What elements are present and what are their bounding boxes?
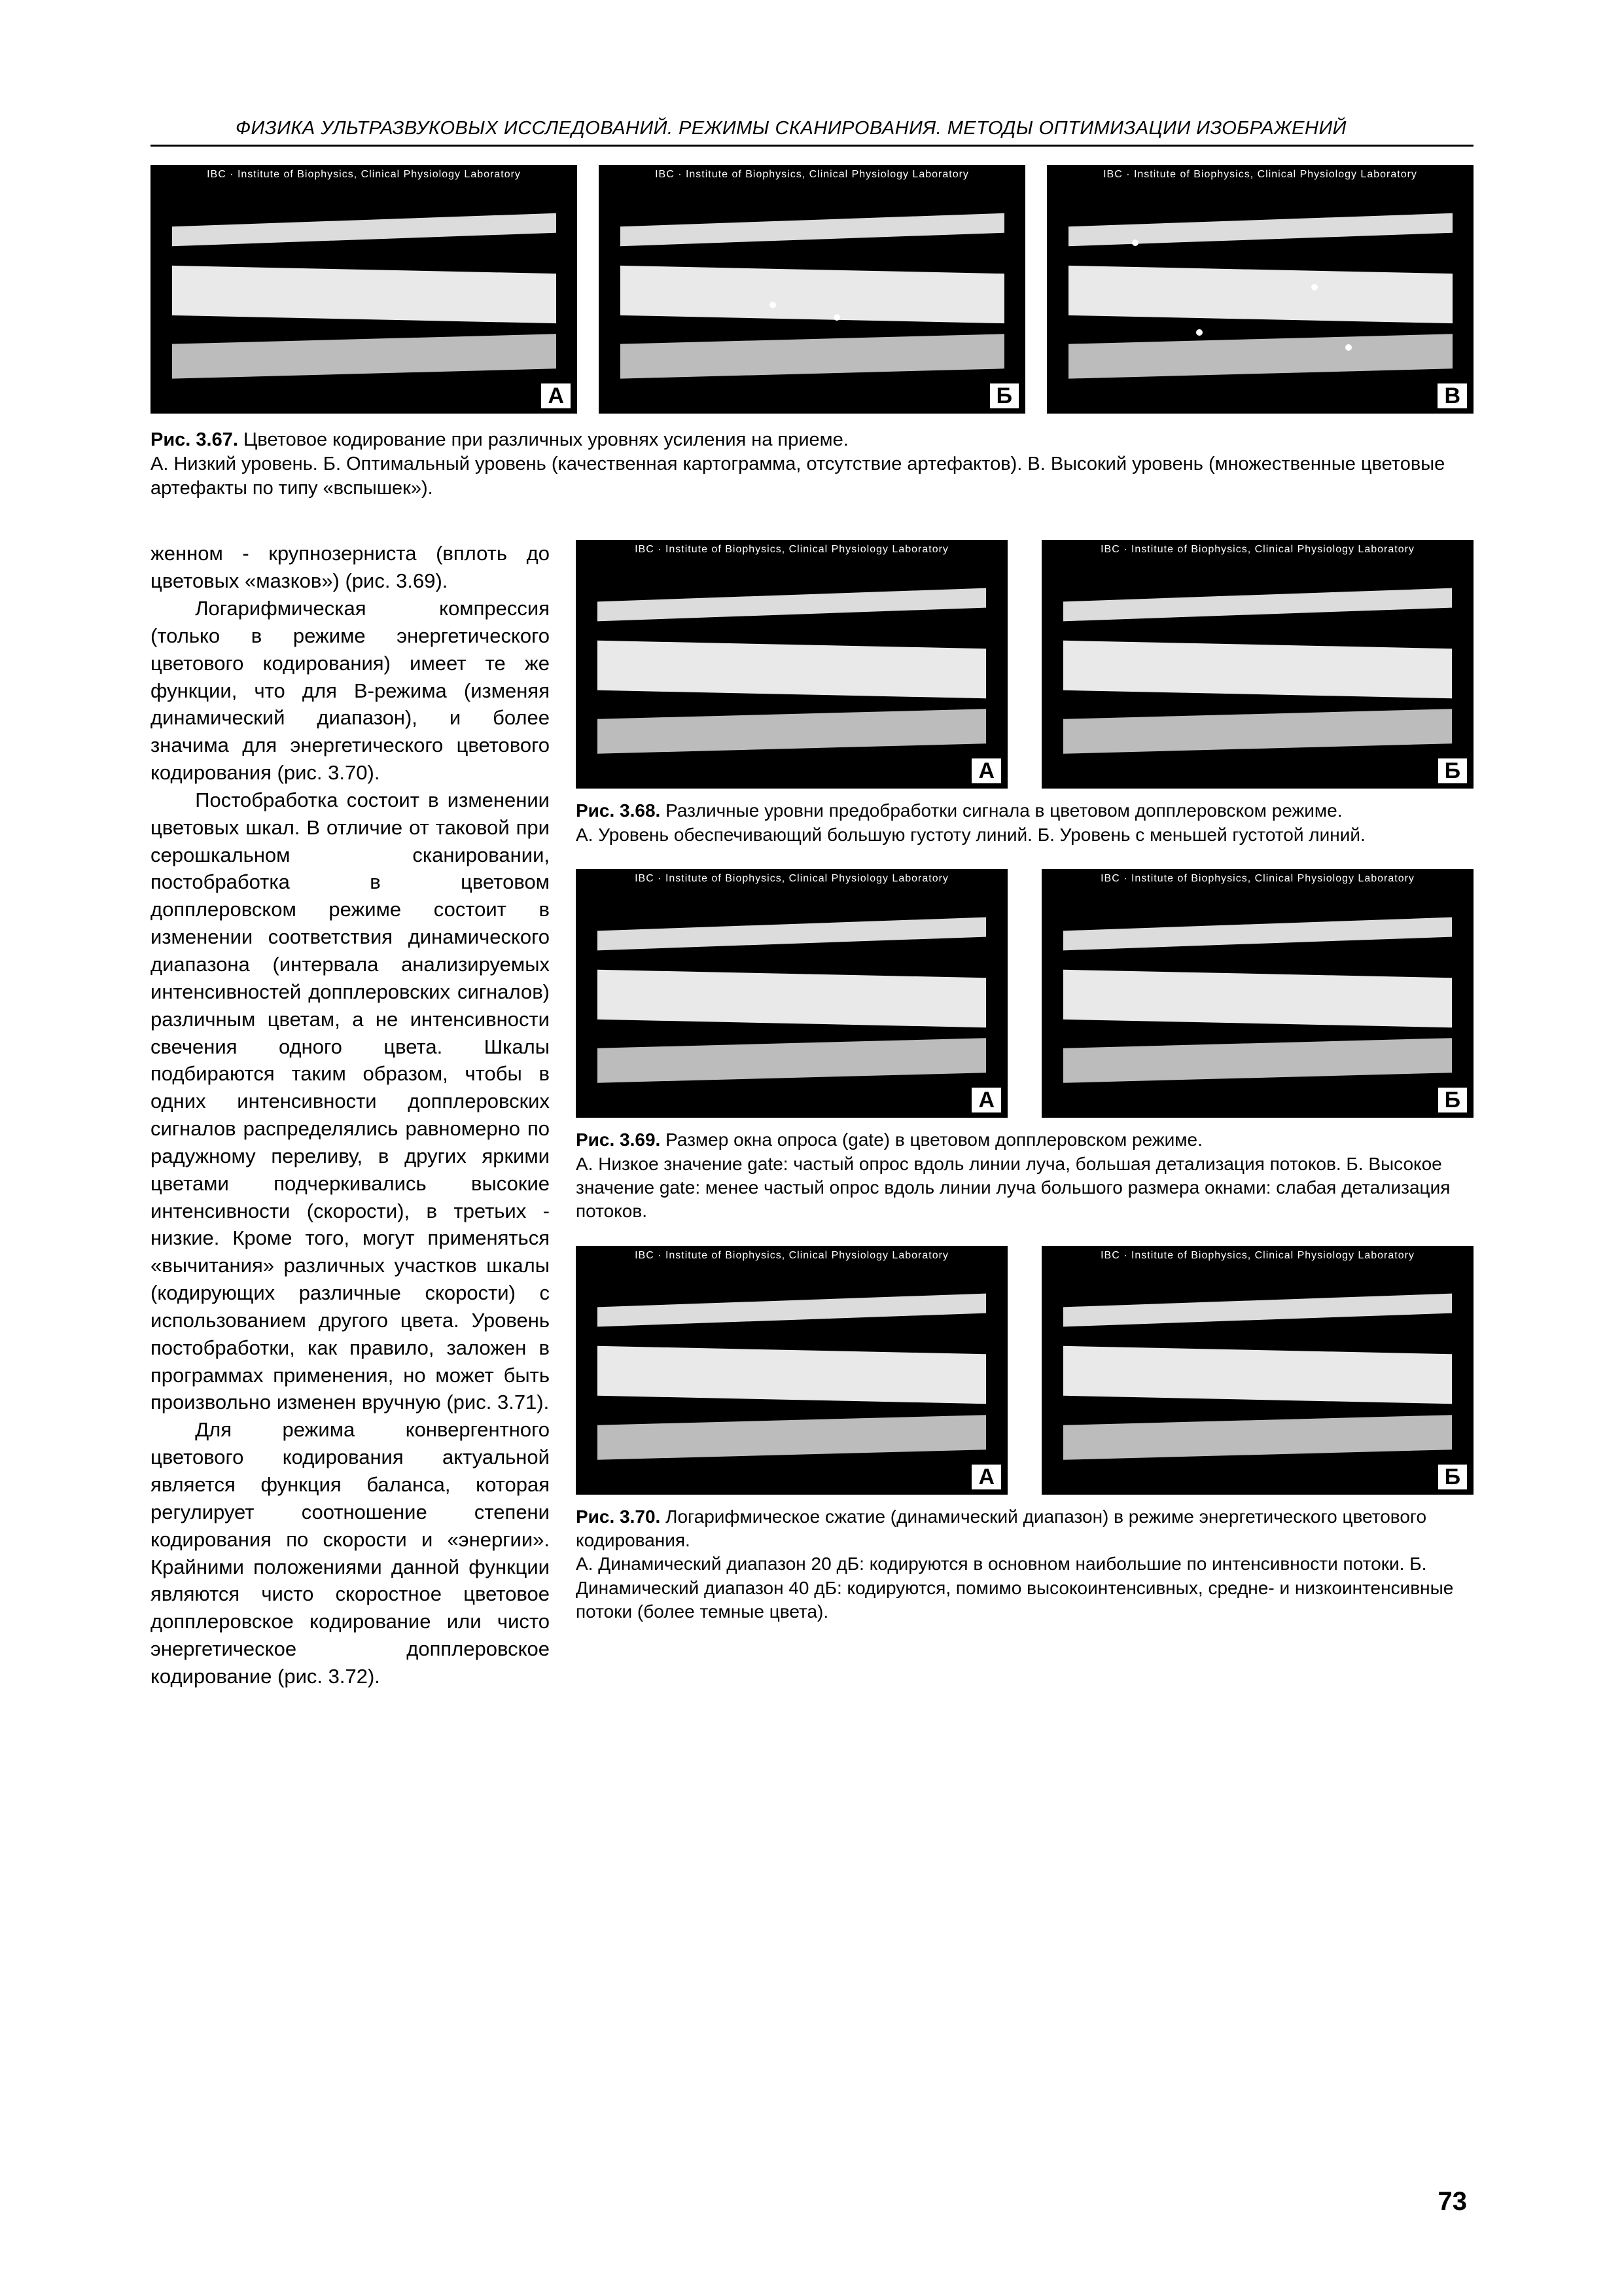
panel-letter: Б (1438, 758, 1467, 783)
caption-text: А. Низкий уровень. Б. Оптимальный уровен… (150, 454, 1445, 499)
fig-3-69: IBC · Institute of Biophysics, Clinical … (576, 869, 1474, 1224)
body-text-column: женном - крупнозерниста (вплоть до цвето… (150, 540, 550, 1690)
paragraph: Для режима конвергентного цветового коди… (150, 1416, 550, 1690)
fig-label: Рис. 3.68. (576, 800, 660, 821)
fig-3-69-panel-a: IBC · Institute of Biophysics, Clinical … (576, 869, 1008, 1118)
fig-3-67-caption: Рис. 3.67. Цветовое кодирование при разл… (150, 428, 1474, 501)
fig-3-69-panel-b: IBC · Institute of Biophysics, Clinical … (1042, 869, 1474, 1118)
header-rule (150, 145, 1474, 147)
fig-3-67-row: IBC · Institute of Biophysics, Clinical … (150, 165, 1474, 414)
panel-letter: Б (1438, 1465, 1467, 1489)
fig-3-67-panel-a: IBC · Institute of Biophysics, Clinical … (150, 165, 577, 414)
caption-text: Логарифмическое сжатие (динамический диа… (576, 1506, 1426, 1550)
body-grid: женном - крупнозерниста (вплоть до цвето… (150, 540, 1474, 1690)
panel-toplabel: IBC · Institute of Biophysics, Clinical … (207, 169, 521, 181)
panel-letter: А (541, 383, 571, 408)
fig-label: Рис. 3.70. (576, 1506, 660, 1527)
fig-3-70-panel-a: IBC · Institute of Biophysics, Clinical … (576, 1246, 1008, 1495)
fig-label: Рис. 3.69. (576, 1130, 660, 1150)
caption-text: А. Уровень обеспечивающий большую густот… (576, 825, 1366, 845)
caption-text: А. Динамический диапазон 20 дБ: кодируют… (576, 1554, 1453, 1622)
fig-3-68-panel-a: IBC · Institute of Biophysics, Clinical … (576, 540, 1008, 789)
panel-letter: Б (990, 383, 1019, 408)
paragraph: женном - крупнозерниста (вплоть до цвето… (150, 540, 550, 595)
fig-label: Рис. 3.67. (150, 429, 238, 450)
panel-toplabel: IBC · Institute of Biophysics, Clinical … (655, 169, 969, 181)
panel-toplabel: IBC · Institute of Biophysics, Clinical … (1103, 169, 1417, 181)
fig-3-70-panel-b: IBC · Institute of Biophysics, Clinical … (1042, 1246, 1474, 1495)
paragraph: Постобработка состоит в изменении цветов… (150, 787, 550, 1416)
panel-letter: Б (1438, 1088, 1467, 1112)
fig-3-70: IBC · Institute of Biophysics, Clinical … (576, 1246, 1474, 1624)
panel-toplabel: IBC · Institute of Biophysics, Clinical … (1101, 873, 1415, 885)
fig-3-68: IBC · Institute of Biophysics, Clinical … (576, 540, 1474, 847)
caption-text: Размер окна опроса (gate) в цветовом доп… (665, 1130, 1203, 1150)
fig-3-67-panel-b: IBC · Institute of Biophysics, Clinical … (599, 165, 1025, 414)
panel-letter: А (972, 1088, 1001, 1112)
panel-toplabel: IBC · Institute of Biophysics, Clinical … (1101, 1250, 1415, 1262)
paragraph: Логарифмическая компрессия (только в реж… (150, 595, 550, 787)
panel-letter: В (1438, 383, 1467, 408)
running-head: ФИЗИКА УЛЬТРАЗВУКОВЫХ ИССЛЕДОВАНИЙ. РЕЖИ… (236, 118, 1474, 139)
fig-3-68-panel-b: IBC · Institute of Biophysics, Clinical … (1042, 540, 1474, 789)
panel-toplabel: IBC · Institute of Biophysics, Clinical … (1101, 544, 1415, 556)
panel-toplabel: IBC · Institute of Biophysics, Clinical … (635, 544, 949, 556)
panel-toplabel: IBC · Institute of Biophysics, Clinical … (635, 1250, 949, 1262)
caption-text: Цветовое кодирование при различных уровн… (243, 429, 849, 450)
panel-letter: А (972, 1465, 1001, 1489)
panel-toplabel: IBC · Institute of Biophysics, Clinical … (635, 873, 949, 885)
fig-3-67-panel-c: IBC · Institute of Biophysics, Clinical … (1047, 165, 1474, 414)
panel-letter: А (972, 758, 1001, 783)
right-figure-column: IBC · Institute of Biophysics, Clinical … (576, 540, 1474, 1690)
page: ФИЗИКА УЛЬТРАЗВУКОВЫХ ИССЛЕДОВАНИЙ. РЕЖИ… (0, 0, 1624, 2295)
caption-text: Различные уровни предобработки сигнала в… (665, 800, 1342, 821)
caption-text: А. Низкое значение gate: частый опрос вд… (576, 1154, 1450, 1222)
page-number: 73 (1438, 2187, 1468, 2216)
